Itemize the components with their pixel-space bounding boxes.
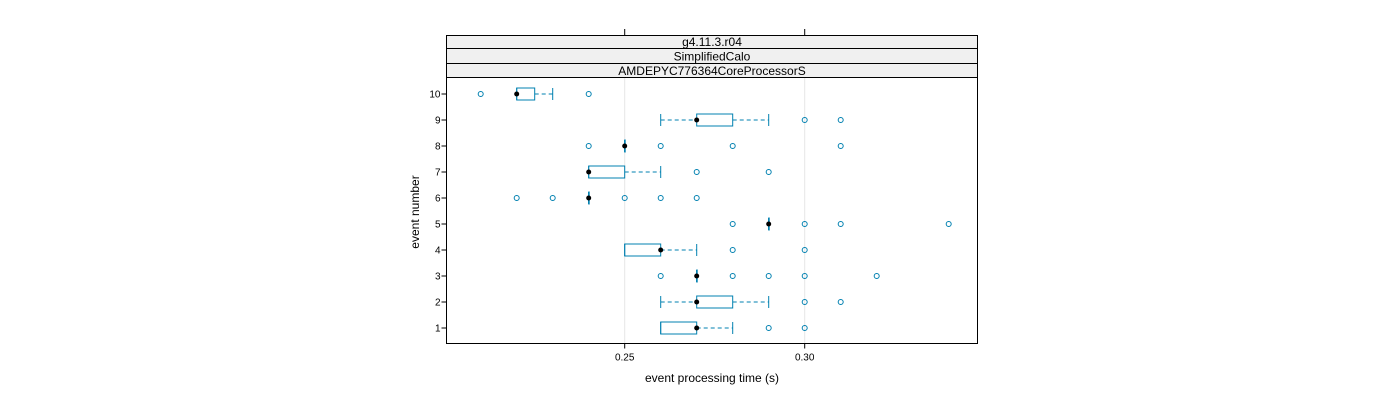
event-2-median <box>694 299 700 305</box>
y-tick-label-7: 7 <box>435 168 441 179</box>
event-7-outlier-1 <box>693 169 700 175</box>
strip-2: SimplifiedCalo <box>446 48 978 64</box>
y-tick-label-6: 6 <box>435 194 441 205</box>
event-1-box <box>660 321 698 335</box>
event-7-outlier-2 <box>765 169 772 175</box>
event-10-outlier-1 <box>477 91 484 97</box>
event-1-outlier-1 <box>765 325 772 331</box>
event-3-median <box>694 273 700 279</box>
event-9-median <box>694 117 700 123</box>
event-8-box-group <box>585 139 844 153</box>
event-7-box <box>588 165 626 179</box>
y-tick-label-9: 9 <box>435 116 441 127</box>
event-3-outlier-2 <box>729 273 736 279</box>
x-axis-title: event processing time (s) <box>645 371 779 385</box>
event-8-outlier-2 <box>657 143 664 149</box>
event-6-outlier-5 <box>693 195 700 201</box>
strip-3: AMDEPYC776364CoreProcessorS <box>446 63 978 78</box>
y-tick-label-10: 10 <box>429 90 441 101</box>
y-tick-label-3: 3 <box>435 272 441 283</box>
event-6-outlier-1 <box>513 195 520 201</box>
event-4-box-group <box>624 243 808 257</box>
event-8-outlier-1 <box>585 143 592 149</box>
x-tick-label-0.25: 0.25 <box>615 353 635 364</box>
event-9-outlier-2 <box>837 117 844 123</box>
event-3-box-group <box>657 269 880 283</box>
event-6-box-group <box>513 191 700 205</box>
x-tick-label-0.30: 0.30 <box>795 353 815 364</box>
event-5-box-group <box>729 217 952 231</box>
event-9-outlier-1 <box>801 117 808 123</box>
y-tick-label-1: 1 <box>435 324 441 335</box>
event-3-outlier-5 <box>873 273 880 279</box>
event-5-median <box>766 221 772 227</box>
event-9-box <box>696 113 734 127</box>
grid-lines <box>624 77 806 344</box>
event-3-outlier-4 <box>801 273 808 279</box>
event-7-median <box>586 169 592 175</box>
event-10-box-group <box>477 87 592 101</box>
event-1-box-group <box>660 321 808 335</box>
event-10-box <box>516 87 536 101</box>
event-9-box-group <box>660 113 844 127</box>
event-10-median <box>514 91 520 97</box>
event-8-median <box>622 143 628 149</box>
strip-label-1: g4.11.3.r04 <box>682 35 742 49</box>
y-tick-label-5: 5 <box>435 220 441 231</box>
event-4-median <box>658 247 664 253</box>
event-6-median <box>586 195 592 201</box>
event-4-outlier-2 <box>801 247 808 253</box>
event-8-outlier-3 <box>729 143 736 149</box>
event-7-box-group <box>586 165 772 179</box>
event-5-outlier-3 <box>837 221 844 227</box>
event-2-outlier-2 <box>837 299 844 305</box>
event-5-outlier-4 <box>945 221 952 227</box>
event-10-outlier-2 <box>585 91 592 97</box>
strip-label-3: AMDEPYC776364CoreProcessorS <box>618 64 805 78</box>
event-3-outlier-3 <box>765 273 772 279</box>
event-1-outlier-2 <box>801 325 808 331</box>
event-6-outlier-3 <box>621 195 628 201</box>
event-3-outlier-1 <box>657 273 664 279</box>
event-4-outlier-1 <box>729 247 736 253</box>
y-tick-label-4: 4 <box>435 246 441 257</box>
plot-panel <box>446 77 978 344</box>
event-1-median <box>694 325 700 331</box>
event-8-outlier-4 <box>837 143 844 149</box>
top-axis-ticks <box>624 29 806 36</box>
strip-1: g4.11.3.r04 <box>446 35 978 49</box>
event-5-outlier-1 <box>729 221 736 227</box>
y-axis-title: event number <box>408 175 422 248</box>
y-tick-label-8: 8 <box>435 142 441 153</box>
event-6-outlier-2 <box>549 195 556 201</box>
y-tick-label-2: 2 <box>435 298 441 309</box>
event-2-outlier-1 <box>801 299 808 305</box>
x-axis: 0.25 0.30 <box>615 343 815 364</box>
strip-label-2: SimplifiedCalo <box>674 50 751 64</box>
event-5-outlier-2 <box>801 221 808 227</box>
event-2-box-group <box>660 295 844 309</box>
event-2-box <box>696 295 734 309</box>
event-4-box <box>624 243 662 257</box>
y-axis: 1 2 3 4 5 6 7 8 9 10 <box>429 90 447 335</box>
box-plots <box>477 87 952 335</box>
event-6-outlier-4 <box>657 195 664 201</box>
